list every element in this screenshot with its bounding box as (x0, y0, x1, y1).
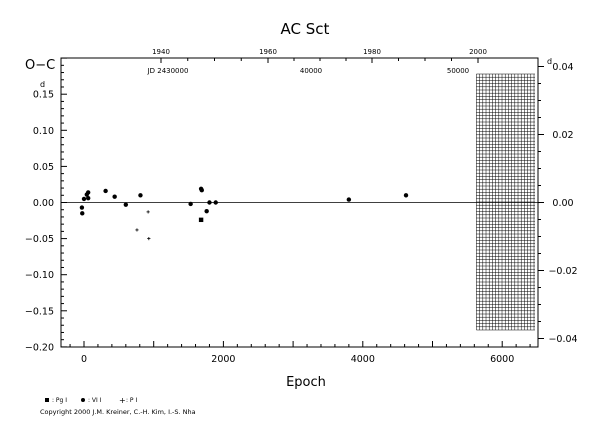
y-tick-label: 0.00 (33, 198, 54, 209)
data-point-circle (204, 208, 209, 214)
chart-title: AC Sct (281, 20, 330, 38)
jd-labels: JD 2430000 40000 50000 (147, 67, 470, 75)
right-axis-unit: d (547, 57, 552, 66)
data-point-circle (85, 190, 91, 195)
right-y-ticks: 0.04 0.02 0.00 −0.02 −0.04 (538, 62, 578, 345)
top-year-ticks: 1940 1960 1980 2000 (152, 48, 487, 63)
right-tick-label: 0.04 (552, 62, 573, 73)
data-point-square (198, 217, 204, 223)
y-tick-label: −0.10 (25, 270, 54, 281)
legend-label-vi: : VI I (88, 397, 102, 404)
y-tick-label: 0.15 (33, 90, 54, 101)
y-tick-label: −0.20 (25, 342, 54, 353)
jd-label: 50000 (447, 67, 469, 75)
y-tick-label: −0.05 (25, 234, 54, 245)
x-tick-label: 6000 (490, 354, 514, 365)
legend-label-p: : P I (126, 397, 137, 404)
y-tick-label: −0.15 (25, 306, 54, 317)
right-tick-label: −0.02 (548, 266, 577, 277)
y-axis-label: O−C (25, 58, 55, 73)
right-tick-label: −0.04 (548, 334, 577, 345)
data-point-circle (85, 195, 91, 201)
x-tick-label: 4000 (351, 354, 375, 365)
data-point-circle (79, 205, 85, 210)
right-tick-label: 0.02 (552, 130, 573, 141)
data-point-circle (188, 201, 193, 207)
x-axis-label: Epoch (286, 375, 326, 390)
legend-circle-icon (81, 398, 85, 402)
y-axis-unit: d (40, 80, 45, 89)
data-point-circle (112, 194, 117, 199)
data-point-circle (199, 188, 204, 193)
data-point-circle (80, 211, 85, 216)
bottom-x-ticks: 0 2000 4000 6000 (69, 341, 531, 365)
year-tick-label: 1940 (152, 48, 170, 56)
legend: : Pg I : VI I + : P I (45, 396, 137, 405)
data-point-circle (346, 197, 352, 202)
legend-label-pg: : Pg I (52, 397, 67, 404)
y-tick-label: 0.10 (33, 126, 54, 137)
data-points (79, 186, 409, 241)
x-tick-label: 2000 (211, 354, 235, 365)
legend-plus-icon: + (119, 396, 126, 405)
year-tick-label: 2000 (469, 48, 487, 56)
right-tick-label: 0.00 (552, 198, 573, 209)
data-point-circle (81, 196, 87, 202)
year-tick-label: 1960 (259, 48, 277, 56)
data-point-circle (207, 200, 212, 205)
jd-label: 40000 (300, 67, 322, 75)
legend-square-icon (45, 398, 49, 402)
data-point-circle (103, 188, 108, 194)
data-point-circle (138, 193, 143, 198)
data-point-circle (213, 200, 218, 205)
year-tick-label: 1980 (363, 48, 381, 56)
jd-label: JD 2430000 (147, 67, 189, 75)
data-point-circle (123, 202, 129, 207)
copyright-text: Copyright 2000 J.M. Kreiner, C.-H. Kim, … (40, 408, 196, 416)
left-y-ticks: 0.15 0.10 0.05 0.00 −0.05 −0.10 −0.15 −0.20 (25, 57, 67, 353)
data-point-circle (403, 193, 409, 198)
x-tick-label: 0 (81, 354, 87, 365)
future-region (476, 73, 535, 331)
y-tick-label: 0.05 (33, 162, 54, 173)
